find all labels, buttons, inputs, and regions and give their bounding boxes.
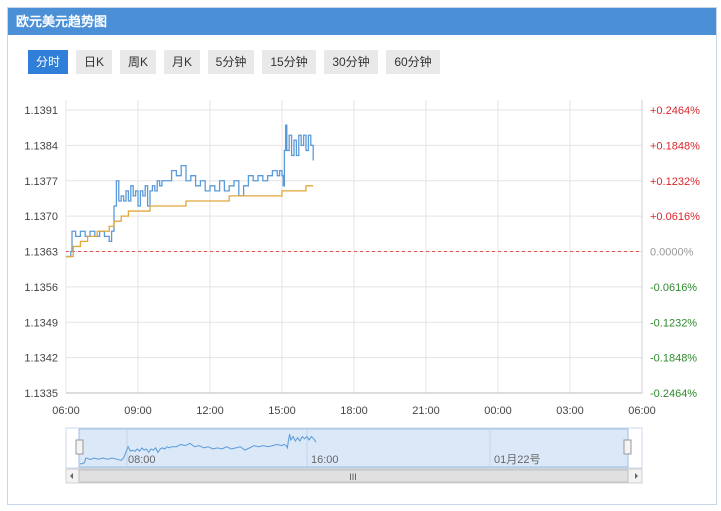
page-title: 欧元美元趋势图 <box>8 8 716 35</box>
tab-60min[interactable]: 60分钟 <box>386 50 440 74</box>
tab-5min[interactable]: 5分钟 <box>208 50 254 74</box>
tab-15min[interactable]: 15分钟 <box>262 50 316 74</box>
tab-monthly-k[interactable]: 月K <box>164 50 200 74</box>
tab-weekly-k[interactable]: 周K <box>120 50 156 74</box>
chart-panel <box>7 7 717 505</box>
tab-30min[interactable]: 30分钟 <box>324 50 378 74</box>
tab-intraday[interactable]: 分时 <box>28 50 68 74</box>
tab-daily-k[interactable]: 日K <box>76 50 112 74</box>
